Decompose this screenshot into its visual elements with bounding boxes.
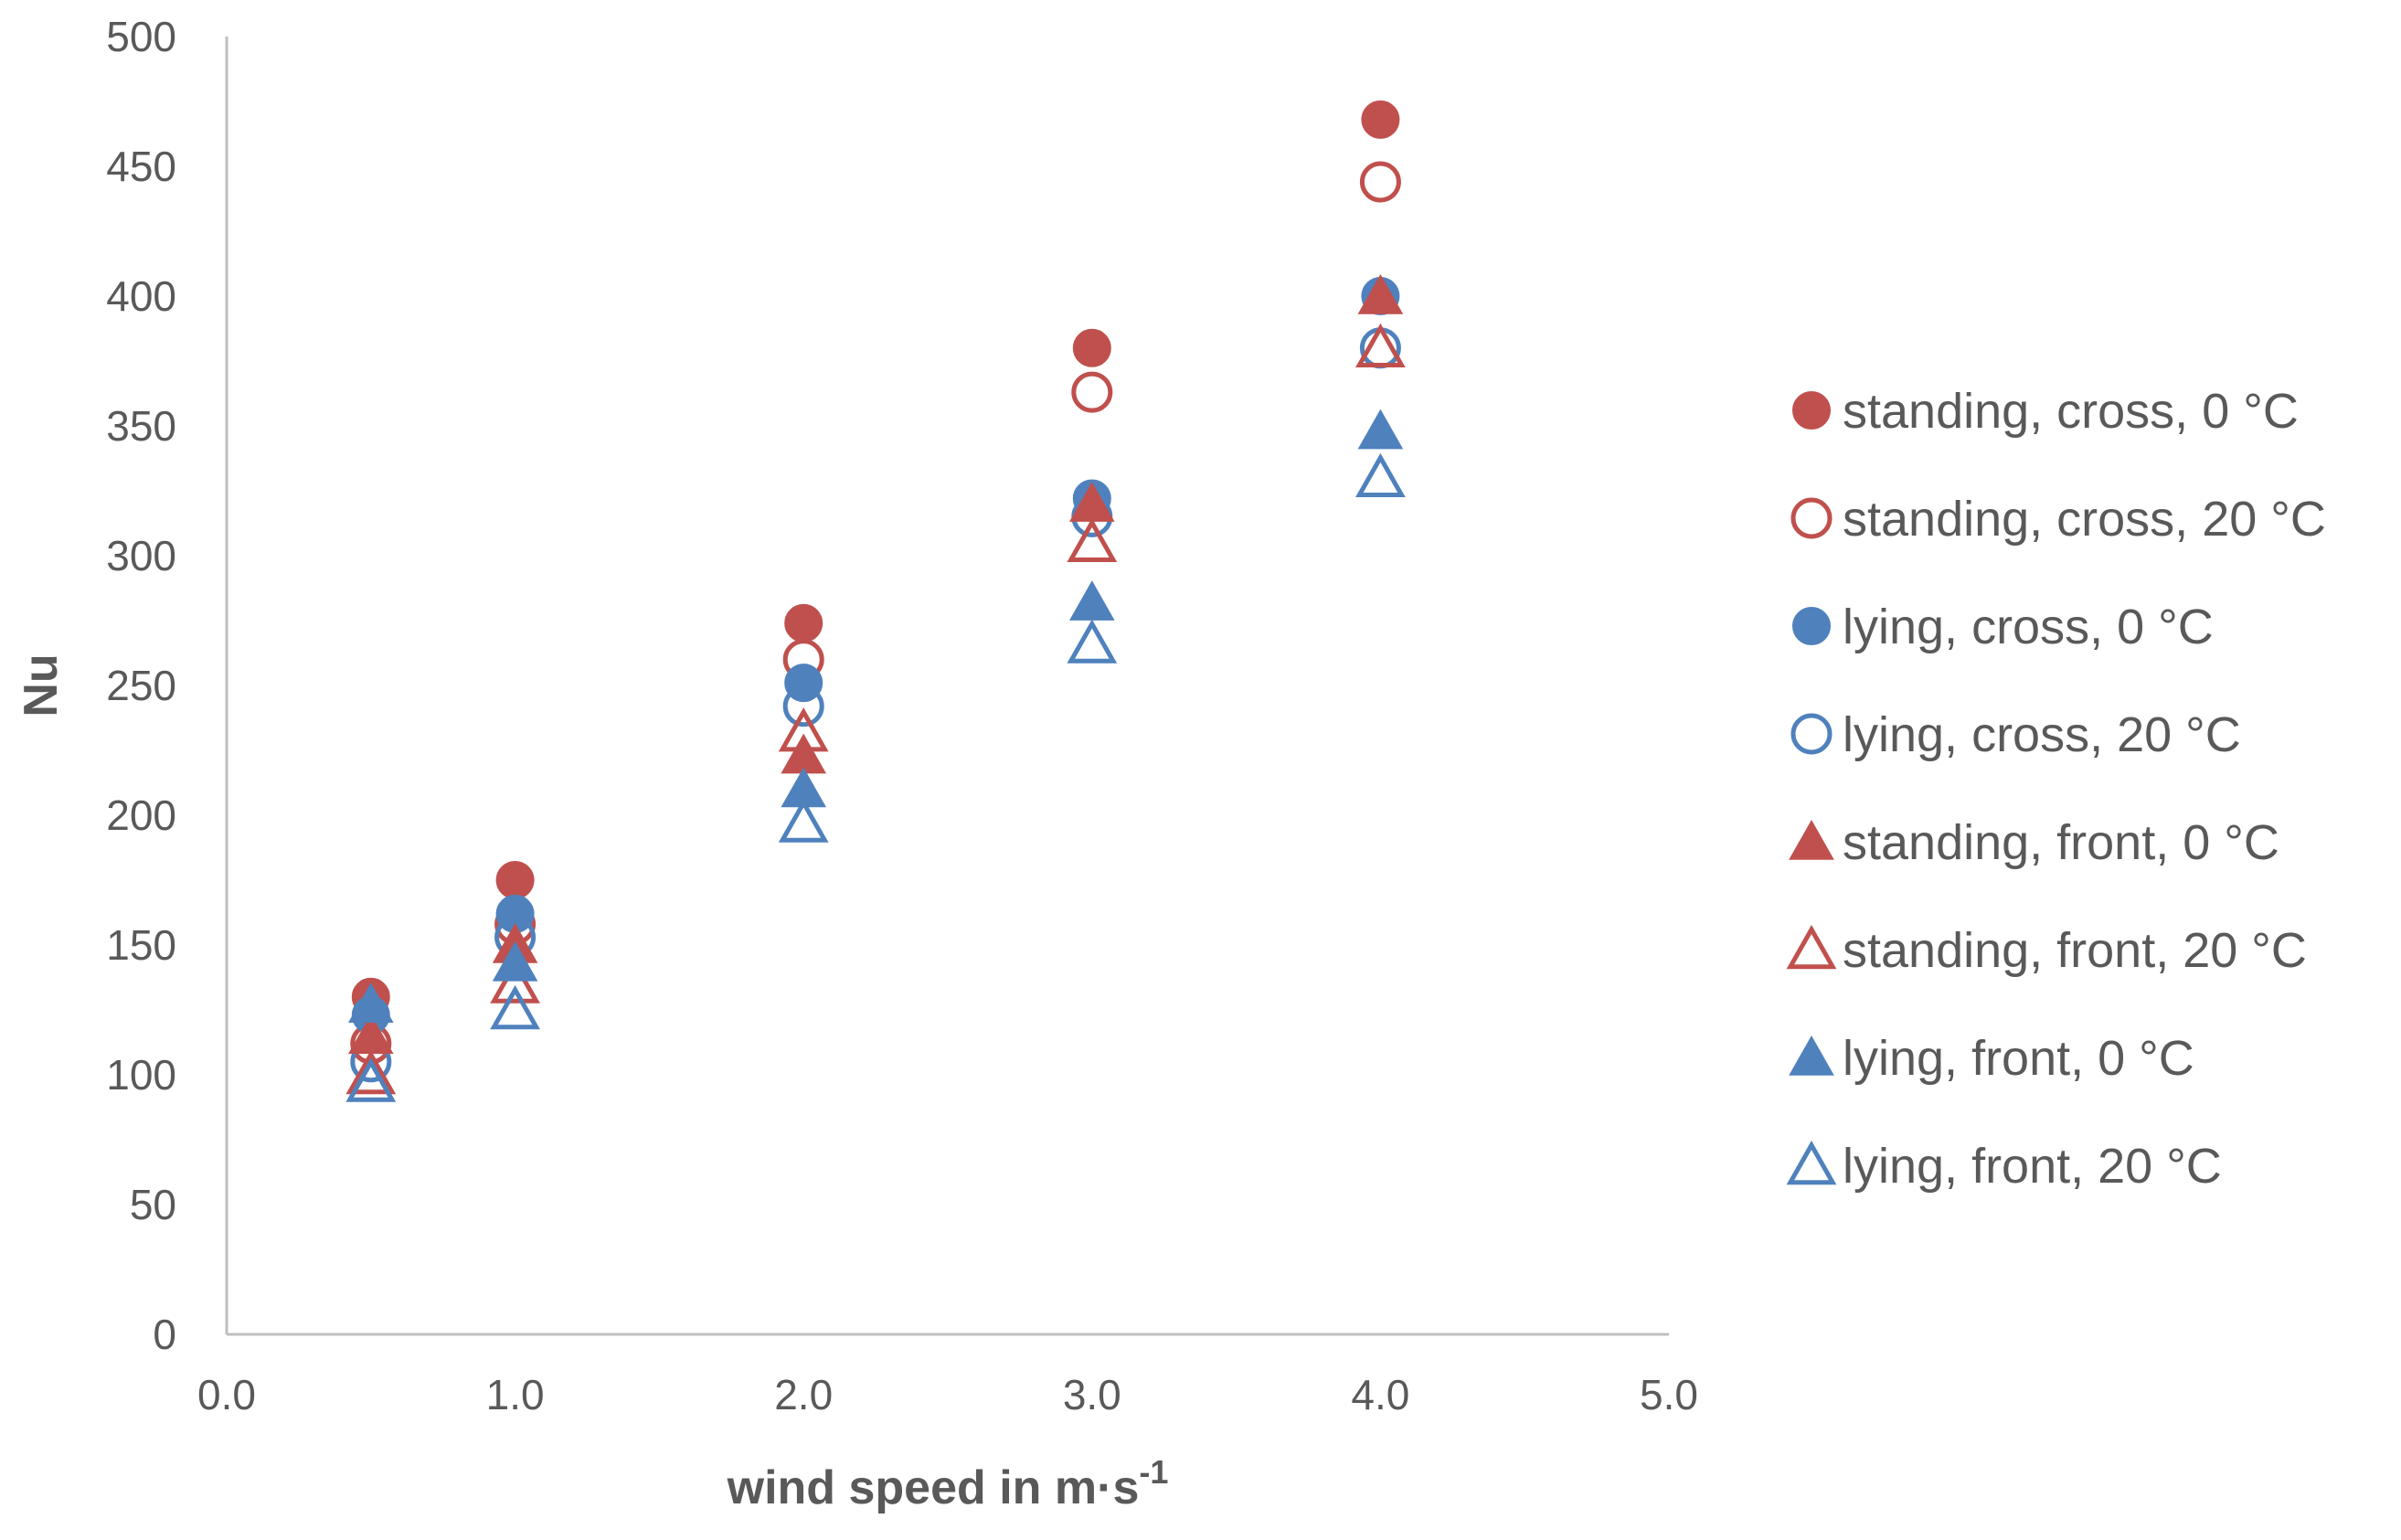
legend-label: lying, front, 0 °C (1843, 1031, 2194, 1086)
legend-label: lying, front, 20 °C (1843, 1139, 2222, 1194)
data-point (492, 940, 538, 982)
y-tick-label: 50 (130, 1181, 176, 1228)
legend-label: standing, front, 20 °C (1843, 923, 2307, 978)
x-tick-label: 0.0 (197, 1371, 256, 1418)
axes (225, 37, 1669, 1336)
legend-item: lying, front, 20 °C (1786, 1139, 2222, 1194)
y-tick-label: 500 (106, 13, 176, 60)
data-point (495, 861, 535, 899)
y-tick-label: 0 (153, 1311, 176, 1358)
y-tick-label: 450 (106, 143, 176, 190)
legend-marker (1790, 713, 1833, 755)
data-point (1361, 100, 1400, 139)
y-tick-label: 350 (106, 402, 176, 450)
y-tick-label: 200 (106, 791, 176, 839)
x-tick-label: 4.0 (1351, 1371, 1409, 1418)
y-axis-title: Nu (15, 653, 68, 717)
data-point (1355, 452, 1406, 497)
legend-label: standing, cross, 20 °C (1843, 492, 2326, 547)
x-tick-label: 1.0 (486, 1371, 545, 1418)
data-point (1071, 371, 1113, 413)
legend-label: standing, front, 0 °C (1843, 815, 2279, 870)
series-group (345, 323, 1406, 1095)
data-point (345, 1049, 397, 1095)
data-point (1357, 409, 1404, 450)
legend-marker (1786, 924, 1837, 970)
legend-marker (1789, 1035, 1834, 1076)
x-tick-label: 2.0 (774, 1371, 833, 1418)
legend-item: standing, cross, 20 °C (1790, 492, 2326, 547)
data-point (782, 685, 824, 728)
legend: standing, cross, 0 °C standing, cross, 20… (1786, 384, 2326, 1194)
legend-item: standing, front, 0 °C (1789, 815, 2279, 870)
series-group (345, 452, 1406, 1102)
series-group (350, 327, 1401, 1083)
legend-label: lying, cross, 20 °C (1843, 707, 2241, 762)
data-point (345, 1057, 397, 1102)
data-point (778, 707, 829, 752)
legend-marker (1786, 1140, 1837, 1185)
data-point (1072, 328, 1111, 367)
data-point (784, 603, 823, 643)
legend-item: lying, cross, 20 °C (1790, 707, 2241, 762)
legend-item: standing, cross, 0 °C (1792, 384, 2299, 439)
legend-item: lying, front, 0 °C (1789, 1031, 2194, 1086)
legend-label: lying, cross, 0 °C (1843, 600, 2214, 654)
legend-marker (1792, 391, 1831, 430)
legend-marker (1789, 819, 1834, 860)
y-tick-label: 300 (106, 532, 176, 579)
x-axis-title-text: wind speed in m·s (727, 1461, 1140, 1514)
data-point (1068, 580, 1115, 621)
x-tick-label: 3.0 (1063, 1371, 1121, 1418)
data-point (1067, 619, 1118, 664)
data-point (1357, 273, 1404, 314)
y-tick-label: 400 (106, 272, 176, 320)
data-points (345, 100, 1406, 1102)
tick-labels: 0 50 100 150 200 250 300 350 400 450 500 0.0 1.0 2.0 3… (106, 13, 1698, 1418)
legend-marker (1792, 607, 1831, 645)
x-axis-title: wind speed in m·s-1 (727, 1453, 1169, 1514)
data-point (778, 798, 829, 843)
series-group (347, 409, 1404, 1024)
legend-marker (1790, 497, 1833, 539)
series-group (347, 273, 1404, 1055)
data-point (490, 984, 540, 1030)
data-point (1359, 161, 1401, 203)
x-tick-label: 5.0 (1640, 1371, 1698, 1418)
x-axis-title-superscript: -1 (1139, 1453, 1168, 1491)
data-point (1067, 517, 1118, 562)
y-tick-label: 250 (106, 662, 176, 709)
data-point (490, 959, 540, 1004)
y-tick-label: 100 (106, 1051, 176, 1099)
legend-label: standing, cross, 0 °C (1843, 384, 2299, 439)
data-point (1355, 323, 1406, 367)
y-tick-label: 150 (106, 921, 176, 969)
legend-item: standing, front, 20 °C (1786, 923, 2307, 978)
legend-item: lying, cross, 0 °C (1792, 600, 2214, 654)
series-group (351, 100, 1400, 1016)
data-point (347, 982, 394, 1024)
